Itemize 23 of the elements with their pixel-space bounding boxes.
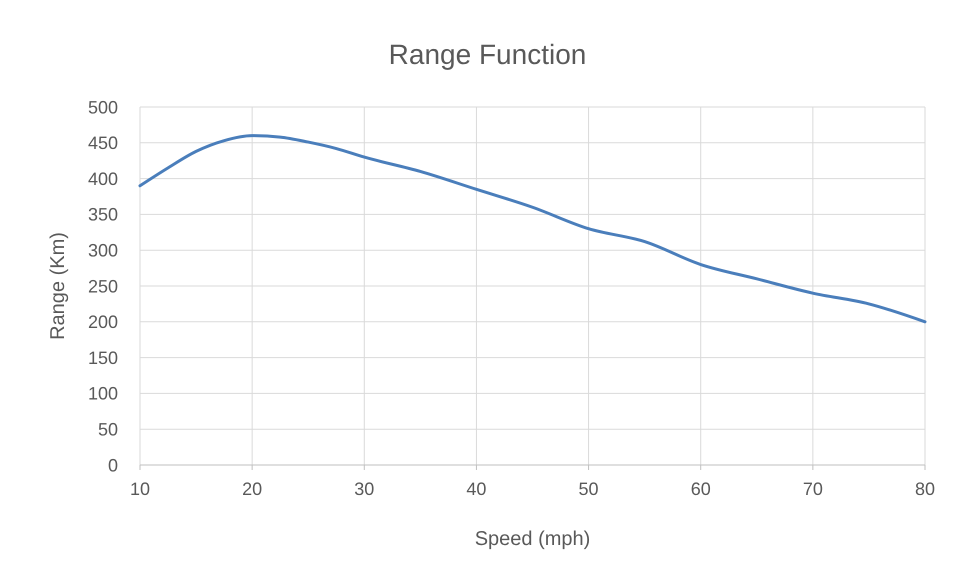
line-series	[138, 134, 926, 324]
y-tick-label: 100	[88, 384, 118, 404]
x-tick-label: 40	[466, 479, 486, 499]
x-tick-label: 80	[914, 479, 936, 499]
x-tick-label: 70	[802, 479, 823, 499]
y-tick-label: 400	[88, 168, 118, 189]
x-tick-label: 10	[130, 479, 150, 499]
y-tick-label: 500	[88, 97, 118, 118]
chart-title: Range Function	[388, 39, 586, 70]
y-tick-label: 450	[88, 133, 118, 154]
x-tick-label: 20	[242, 479, 262, 499]
x-tick-label: 60	[690, 479, 711, 499]
y-tick-label: 250	[88, 276, 118, 296]
y-tick-label: 350	[88, 204, 118, 225]
x-tick-label: 30	[354, 479, 374, 499]
y-tick-label: 300	[88, 240, 118, 260]
y-tick-label: 0	[108, 455, 118, 476]
y-axis-title: Range (Km)	[47, 232, 69, 340]
y-tick-label: 150	[88, 348, 118, 368]
x-axis-title: Speed (mph)	[474, 528, 590, 550]
y-tick-label: 50	[98, 420, 118, 440]
x-tick-label: 50	[578, 479, 599, 499]
y-tick-label: 200	[88, 312, 118, 332]
